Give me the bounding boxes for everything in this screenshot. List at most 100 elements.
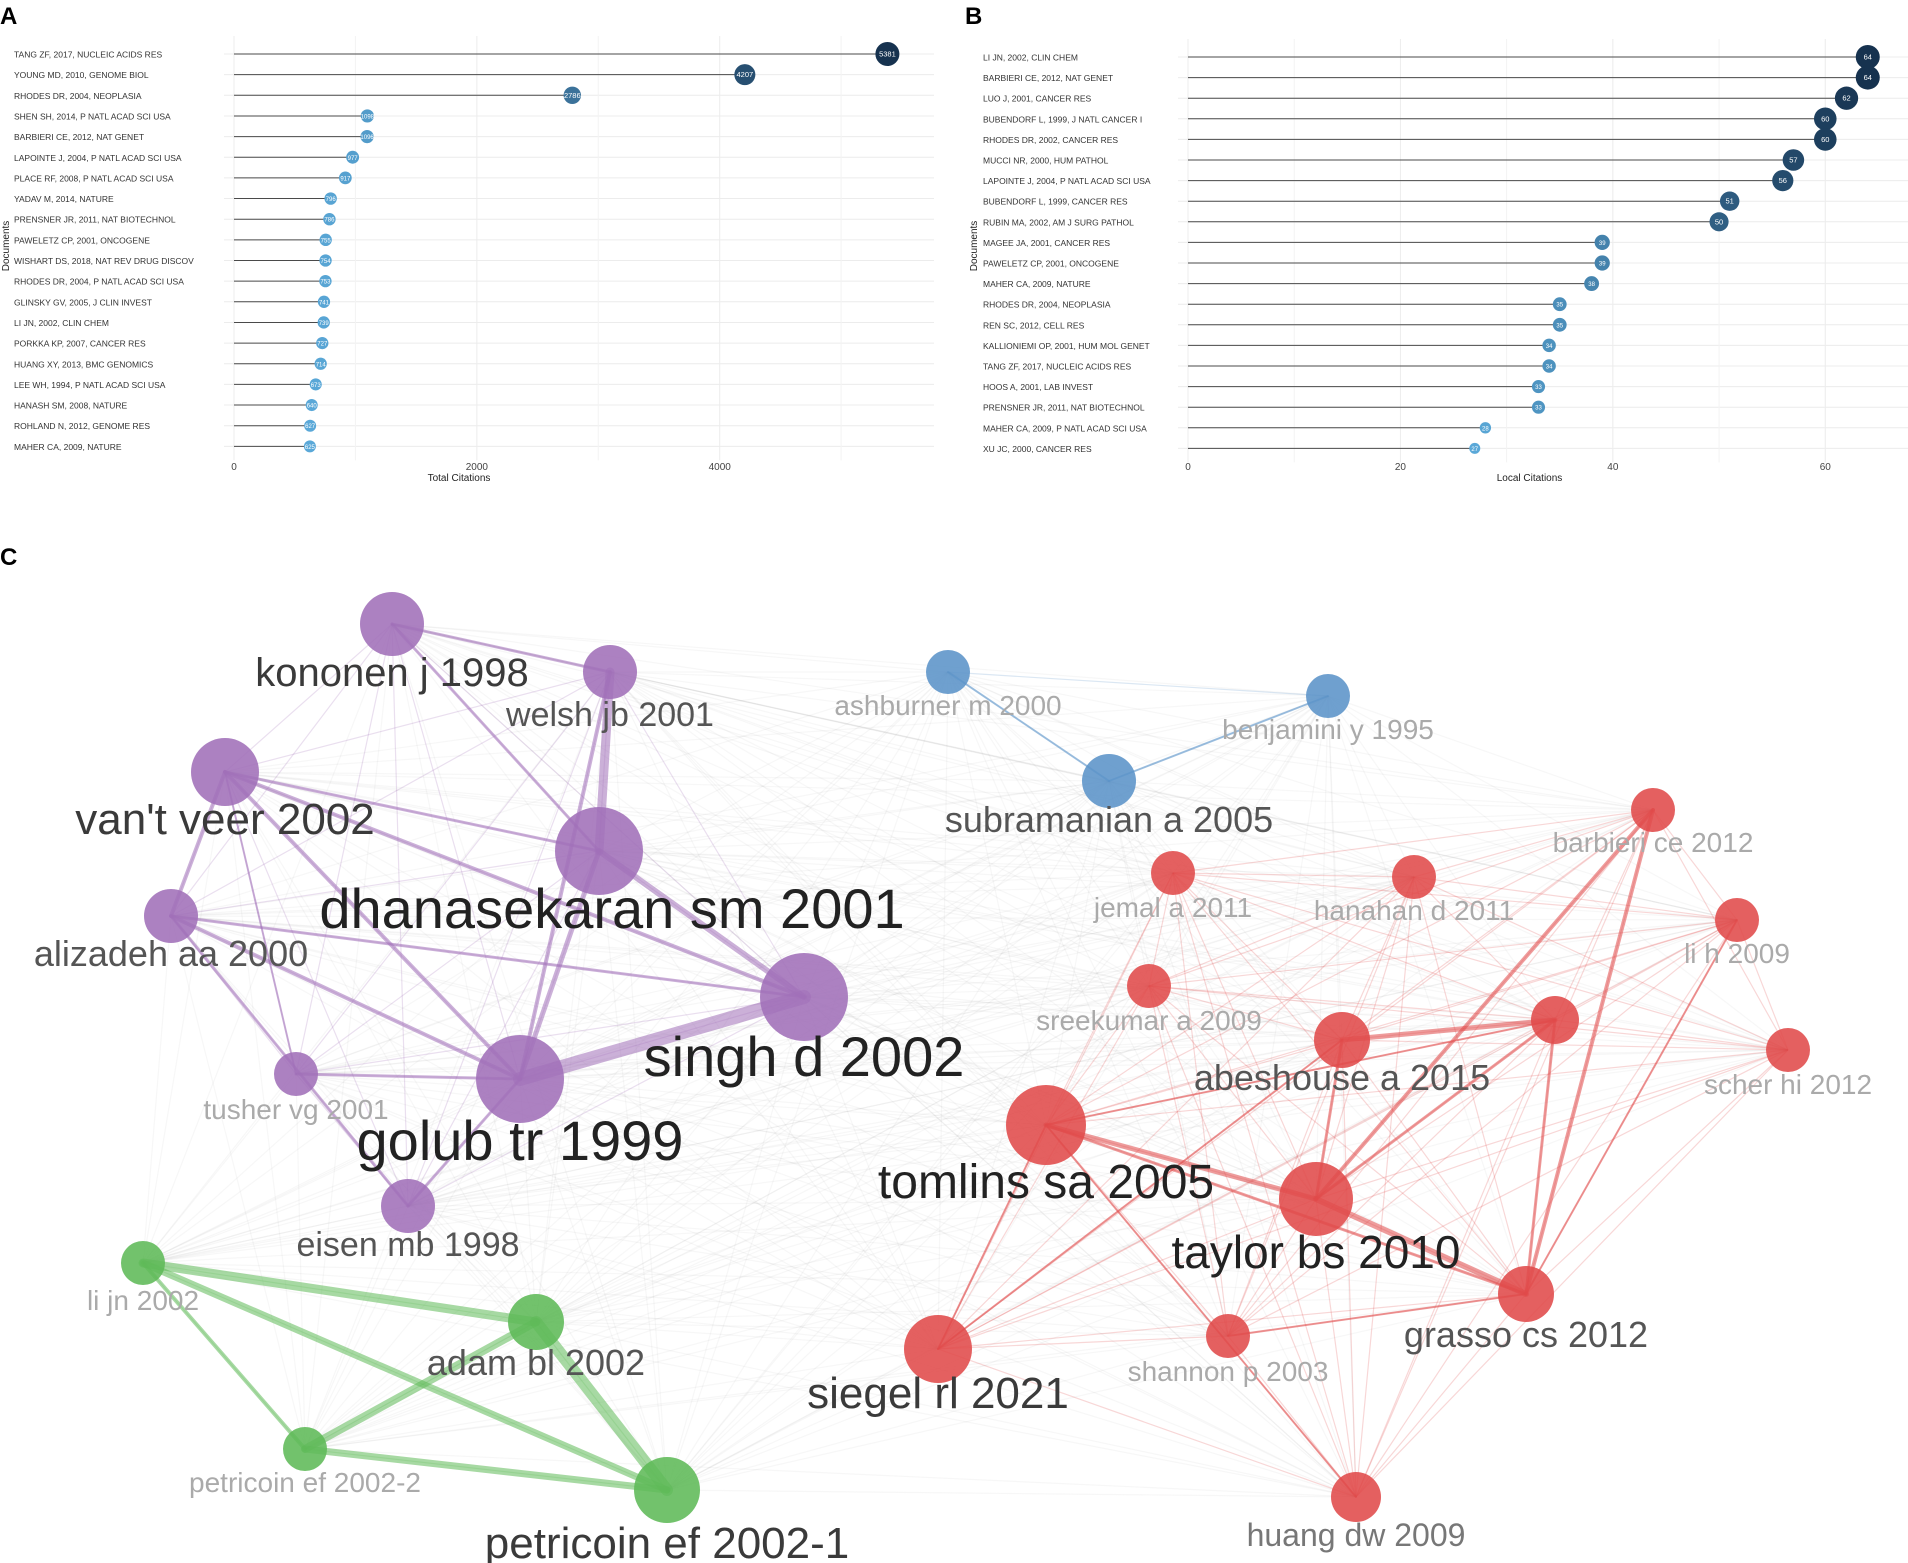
lollipop-dot <box>317 316 330 329</box>
network-edge-faint <box>519 1039 1343 1080</box>
lollipop-dot <box>1813 128 1837 151</box>
network-edge-faint <box>295 695 1329 1075</box>
network-edge-faint <box>304 919 1738 1450</box>
value-label: 60 <box>1821 135 1829 144</box>
network-edge-faint <box>142 671 611 1264</box>
document-label: RHODES DR, 2004, NEOPLASIA <box>14 91 142 101</box>
network-edge-faint <box>937 671 949 1350</box>
network-edge-faint <box>1227 919 1738 1337</box>
network-edge-faint <box>803 695 1329 998</box>
document-label: MAHER CA, 2009, NATURE <box>983 279 1091 289</box>
value-label: 753 <box>320 280 331 286</box>
document-label: RHODES DR, 2002, CANCER RES <box>983 135 1118 145</box>
network-edge-faint <box>1108 780 1738 921</box>
network-node <box>1082 754 1136 808</box>
lollipop-dot <box>316 336 329 350</box>
network-edge-faint <box>304 1049 1789 1450</box>
network-edge-faint <box>1355 1293 1527 1498</box>
network-edge-faint <box>304 1335 1229 1450</box>
network-edge-faint <box>224 771 1556 1021</box>
network-node <box>121 1241 165 1285</box>
network-edge-faint <box>1315 695 1329 1200</box>
network-edge-faint <box>947 671 1556 1021</box>
network-edge-faint <box>609 671 1789 1051</box>
network-edge-faint <box>142 872 1174 1264</box>
network-edge-faint <box>1341 809 1654 1041</box>
network-edge-faint <box>407 780 1110 1207</box>
network-edge <box>223 770 806 999</box>
network-node <box>1006 1085 1086 1165</box>
network-edge-faint <box>803 996 1527 1295</box>
value-label: 35 <box>1556 303 1563 309</box>
document-label: PRENSNER JR, 2011, NAT BIOTECHNOL <box>983 403 1145 413</box>
network-edge-faint <box>391 623 1415 878</box>
network-edge-faint <box>535 1124 1047 1323</box>
value-label: 786 <box>324 218 335 224</box>
value-label: 34 <box>1546 344 1553 350</box>
network-edge-faint <box>666 1335 1229 1491</box>
network-node-label: tusher vg 2001 <box>203 1094 388 1125</box>
network-edge-faint <box>1045 872 1174 1126</box>
network-edge <box>937 1039 1343 1350</box>
network-edge-faint <box>1327 695 1415 878</box>
network-node-label: ashburner m 2000 <box>834 690 1061 721</box>
network-edge <box>947 671 1110 782</box>
network-edge-faint <box>1172 872 1229 1337</box>
network-edge-faint <box>1327 695 1357 1498</box>
y-axis-title: Documents <box>969 221 980 272</box>
network-edge-faint <box>803 996 1047 1126</box>
value-label: 625 <box>305 445 316 451</box>
x-tick-label: 20 <box>1395 462 1407 473</box>
lollipop-dot <box>1542 359 1556 373</box>
network-edge-faint <box>170 671 611 917</box>
network-edge-faint <box>295 996 805 1075</box>
value-label: 57 <box>1789 156 1797 165</box>
lollipop-dot <box>314 357 327 370</box>
network-edge <box>169 914 522 1081</box>
network-edge-faint <box>295 671 611 1075</box>
network-node-label: siegel rl 2021 <box>807 1369 1069 1418</box>
document-label: PRENSNER JR, 2011, NAT BIOTECHNOL <box>14 215 176 225</box>
network-edge-faint <box>937 876 1415 1350</box>
network-edge-faint <box>803 809 1654 998</box>
value-label: 64 <box>1864 73 1872 82</box>
network-edge-faint <box>937 1198 1317 1350</box>
network-edge-faint <box>598 671 949 852</box>
x-tick-label: 4000 <box>709 462 732 473</box>
network-edge-faint <box>519 1078 1357 1498</box>
network-edge-faint <box>170 915 1556 1021</box>
value-label: 39 <box>1599 241 1606 247</box>
network-edge-faint <box>304 1124 1047 1450</box>
network-edge-faint <box>391 623 1343 1041</box>
value-label: 673 <box>311 383 322 389</box>
lollipop-dot <box>1813 107 1837 131</box>
network-edge-faint <box>598 850 1150 987</box>
network-edge-faint <box>224 671 611 773</box>
network-edge-faint <box>1315 1198 1357 1498</box>
network-edge-faint <box>142 1262 1527 1295</box>
network-node <box>760 953 848 1041</box>
network-edge-faint <box>803 996 1229 1337</box>
network-edge-faint <box>598 850 1317 1200</box>
network-edge-faint <box>142 1262 1229 1337</box>
network-node-label: barbieri ce 2012 <box>1553 827 1754 858</box>
network-edge <box>1525 919 1738 1295</box>
document-label: TANG ZF, 2017, NUCLEIC ACIDS RES <box>983 362 1131 372</box>
network-edge-faint <box>391 623 1329 697</box>
network-edge-faint <box>304 1078 521 1450</box>
value-label: 627 <box>305 424 316 430</box>
network-edge-faint <box>666 1039 1343 1491</box>
network-edge-faint <box>666 1198 1317 1491</box>
network-edge-faint <box>598 809 1654 852</box>
network-edge-faint <box>407 872 1174 1207</box>
network-edge <box>301 1318 540 1453</box>
network-edge <box>1313 1196 1529 1297</box>
network-edge-faint <box>142 876 1415 1264</box>
network-edge-faint <box>803 872 1174 998</box>
network-edge-faint <box>391 623 939 1350</box>
document-label: LUO J, 2001, CANCER RES <box>983 94 1092 104</box>
network-edge-faint <box>407 1205 1527 1295</box>
network-edge <box>1524 1018 1557 1296</box>
network-edge-faint <box>1413 876 1556 1021</box>
network-edge-faint <box>170 915 1738 921</box>
